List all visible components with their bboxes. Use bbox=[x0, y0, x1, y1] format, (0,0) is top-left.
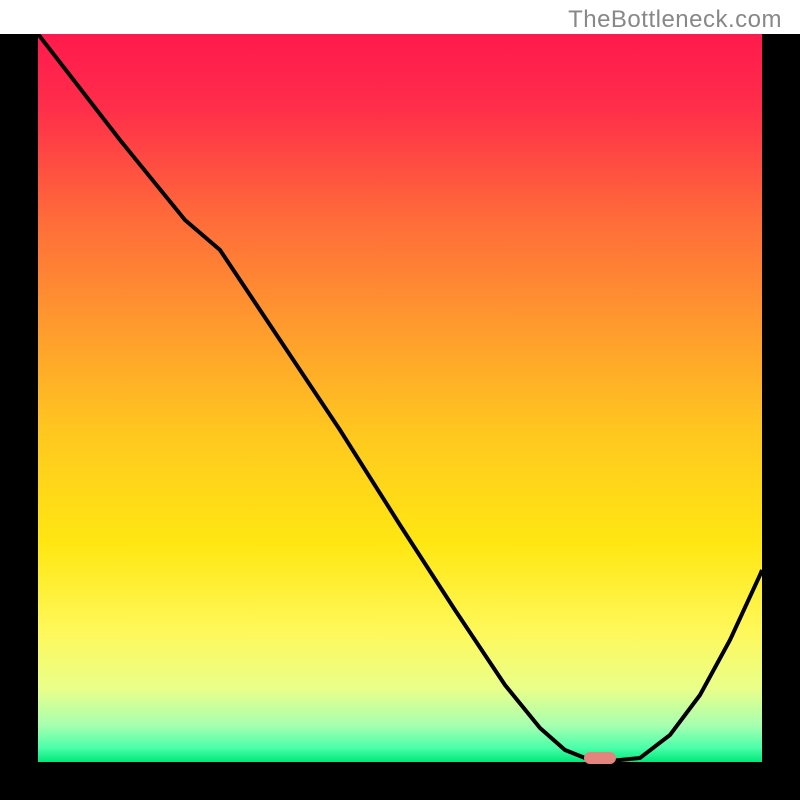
chart-container: TheBottleneck.com bbox=[0, 0, 800, 800]
watermark-text: TheBottleneck.com bbox=[568, 6, 782, 34]
optimal-marker bbox=[584, 752, 616, 764]
bottleneck-chart bbox=[0, 0, 800, 800]
plot-background bbox=[38, 34, 762, 762]
